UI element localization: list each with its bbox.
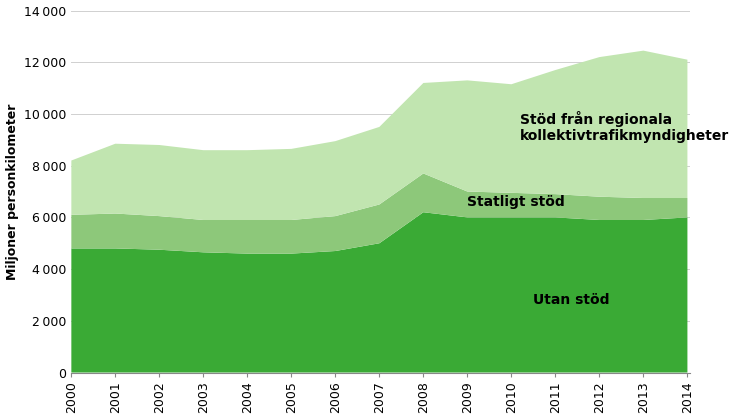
Y-axis label: Miljoner personkilometer: Miljoner personkilometer	[5, 103, 19, 280]
Text: Stöd från regionala
kollektivtrafikmyndigheter: Stöd från regionala kollektivtrafikmyndi…	[520, 111, 730, 143]
Text: Utan stöd: Utan stöd	[533, 293, 610, 307]
Text: Statligt stöd: Statligt stöd	[468, 195, 565, 209]
